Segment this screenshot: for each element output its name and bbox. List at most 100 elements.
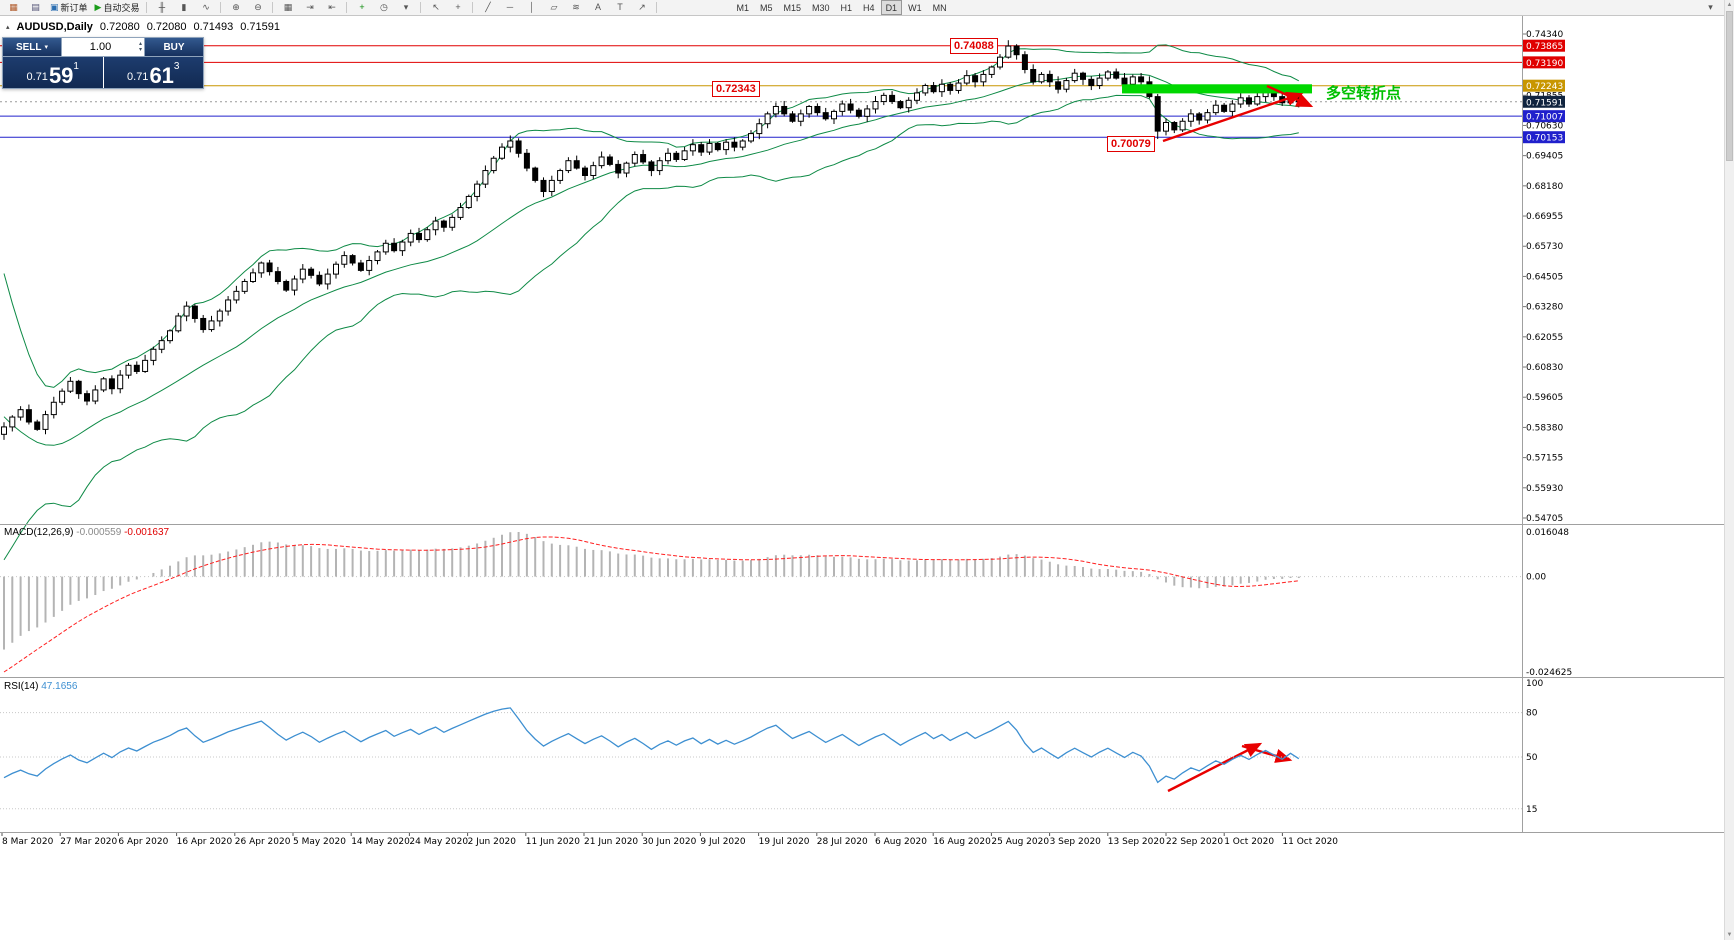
timeframe-w1[interactable]: W1 (908, 2, 922, 13)
toolbar-overflow-button[interactable]: ▾ (1700, 0, 1721, 15)
new-chart-button[interactable]: ▦ (3, 0, 24, 15)
horizontal-line-icon: ─ (506, 2, 514, 12)
supply-zone-rect[interactable] (1122, 84, 1312, 94)
svg-text:50: 50 (1526, 753, 1538, 763)
text-button[interactable]: A (587, 0, 608, 15)
auto-trading-icon: ▶ (94, 2, 102, 12)
svg-text:6 Apr 2020: 6 Apr 2020 (118, 837, 168, 847)
svg-text:0.74340: 0.74340 (1526, 30, 1563, 40)
auto-scroll-button[interactable]: ⇥ (299, 0, 320, 15)
svg-text:8 Mar 2020: 8 Mar 2020 (2, 837, 54, 847)
svg-text:0.62055: 0.62055 (1526, 333, 1563, 343)
svg-text:0.64505: 0.64505 (1526, 272, 1563, 282)
text-icon: A (594, 2, 601, 12)
new-order-icon: ▣ (50, 2, 59, 12)
svg-text:0.69405: 0.69405 (1526, 152, 1563, 162)
new-order-button[interactable]: ▣ 新订单 (47, 0, 91, 15)
templates-button[interactable]: ▾ (395, 0, 416, 15)
toolbar-right-group: ▾ (1700, 0, 1721, 15)
chart-profiles-button[interactable]: ▤ (25, 0, 46, 15)
bid-prefix: 0.71 (26, 71, 48, 83)
svg-text:1 Oct 2020: 1 Oct 2020 (1224, 837, 1274, 847)
chart-shift-button[interactable]: ⇤ (321, 0, 342, 15)
channel-button[interactable]: ▱ (543, 0, 564, 15)
turning-point-label[interactable]: 多空转折点 (1326, 85, 1402, 103)
zoom-out-button[interactable]: ⊖ (247, 0, 268, 15)
vertical-scrollbar[interactable]: ▲ ▼ (1724, 0, 1734, 940)
price-callout-low[interactable]: 0.70079 (1107, 136, 1155, 152)
price-axis: 0.743400.718550.706300.694050.681800.669… (1522, 30, 1565, 524)
time-axis: 8 Mar 2020 27 Mar 2020 6 Apr 2020 16 Apr 20… (1, 832, 1338, 847)
svg-text:25 Aug 2020: 25 Aug 2020 (991, 837, 1049, 847)
svg-text:0.55930: 0.55930 (1526, 484, 1563, 494)
trend-arrows[interactable] (1162, 84, 1314, 793)
crosshair-button[interactable]: + (447, 0, 468, 15)
svg-text:27 Mar 2020: 27 Mar 2020 (60, 837, 117, 847)
scroll-up-icon[interactable]: ▲ (1726, 2, 1733, 8)
timeframe-m1[interactable]: M1 (736, 2, 749, 13)
price-callout-mid[interactable]: 0.72343 (712, 81, 760, 97)
line-chart-button[interactable]: ∿ (195, 0, 216, 15)
svg-text:0.57155: 0.57155 (1526, 454, 1563, 464)
timeframe-mn[interactable]: MN (932, 2, 947, 13)
chevron-down-icon: ▾ (44, 44, 49, 51)
scrollbar-thumb[interactable] (1726, 11, 1733, 161)
buy-button[interactable]: BUY (145, 38, 203, 56)
timeframe-m5[interactable]: M5 (759, 2, 773, 13)
chart-collapse-icon[interactable]: ▴ (6, 24, 10, 31)
toolbar-separator (472, 2, 474, 13)
svg-text:5 May 2020: 5 May 2020 (293, 837, 346, 847)
svg-text:0.70153: 0.70153 (1526, 134, 1563, 144)
bid-pips: 59 (48, 63, 74, 88)
chart-surface[interactable] (0, 16, 1522, 832)
fibonacci-button[interactable]: ≋ (565, 0, 586, 15)
candles-chart-button[interactable]: ▮ (173, 0, 194, 15)
cursor-button[interactable]: ↖ (425, 0, 446, 15)
timeframe-h1[interactable]: H1 (840, 2, 853, 13)
svg-text:0.68180: 0.68180 (1526, 182, 1563, 192)
add-indicator-button[interactable]: + (351, 0, 372, 15)
svg-text:0.73190: 0.73190 (1526, 59, 1563, 69)
text-label-button[interactable]: T (609, 0, 630, 15)
arrows-button[interactable]: ↗ (631, 0, 652, 15)
toolbar: ▦ ▤ ▣ 新订单 ▶ 自动交易 ╫ ▮ ∿ ⊕ ⊖ ▦ ⇥ ⇤ + ◷ ▾ ↖ + ╱ ─ │ ▱ ≋ A T ↗ M1 M5 M15… (0, 0, 1734, 16)
timeframe-h4[interactable]: H4 (863, 2, 875, 13)
svg-text:80: 80 (1526, 709, 1538, 719)
svg-text:0.72243: 0.72243 (1526, 82, 1563, 92)
zoom-in-button[interactable]: ⊕ (225, 0, 246, 15)
periods-button[interactable]: ◷ (373, 0, 394, 15)
crosshair-icon: + (455, 2, 461, 12)
timeframe-group: M1 M5 M15 M30 H1 H4 D1 W1 MN (731, 0, 951, 15)
tile-windows-button[interactable]: ▦ (277, 0, 298, 15)
stepper-up-icon[interactable]: ▴ (138, 41, 142, 47)
stepper-down-icon[interactable]: ▾ (138, 47, 142, 53)
ask-price-button[interactable]: 0.71 61 3 (103, 57, 203, 88)
auto-trading-button[interactable]: ▶ 自动交易 (92, 0, 143, 15)
vertical-line-button[interactable]: │ (521, 0, 542, 15)
svg-text:0.00: 0.00 (1526, 573, 1546, 583)
chart-shift-icon: ⇤ (328, 2, 336, 12)
timeframe-m30[interactable]: M30 (812, 2, 830, 13)
macd-histogram (3, 532, 1300, 650)
volume-stepper[interactable]: ▴ ▾ (139, 41, 144, 53)
timeframe-m15[interactable]: M15 (783, 2, 802, 13)
scroll-down-icon[interactable]: ▼ (1726, 932, 1733, 938)
svg-text:0.58380: 0.58380 (1526, 423, 1563, 433)
zoom-in-icon: ⊕ (232, 2, 240, 12)
ohlc-low: 0.71493 (193, 21, 234, 33)
price-callout-high[interactable]: 0.74088 (950, 38, 998, 54)
trendline-button[interactable]: ╱ (477, 0, 498, 15)
ask-pips: 61 (149, 63, 174, 88)
horizontal-line-button[interactable]: ─ (499, 0, 520, 15)
svg-text:0.016048: 0.016048 (1526, 528, 1569, 538)
volume-input[interactable] (62, 40, 139, 54)
sell-button[interactable]: SELL ▾ (3, 38, 61, 56)
timeframe-d1[interactable]: D1 (880, 0, 903, 15)
bars-chart-button[interactable]: ╫ (151, 0, 172, 15)
toolbar-separator (146, 2, 148, 13)
svg-text:19 Jul 2020: 19 Jul 2020 (759, 837, 810, 847)
bid-price-button[interactable]: 0.71 59 1 (3, 57, 104, 88)
svg-text:0.63280: 0.63280 (1526, 303, 1563, 313)
